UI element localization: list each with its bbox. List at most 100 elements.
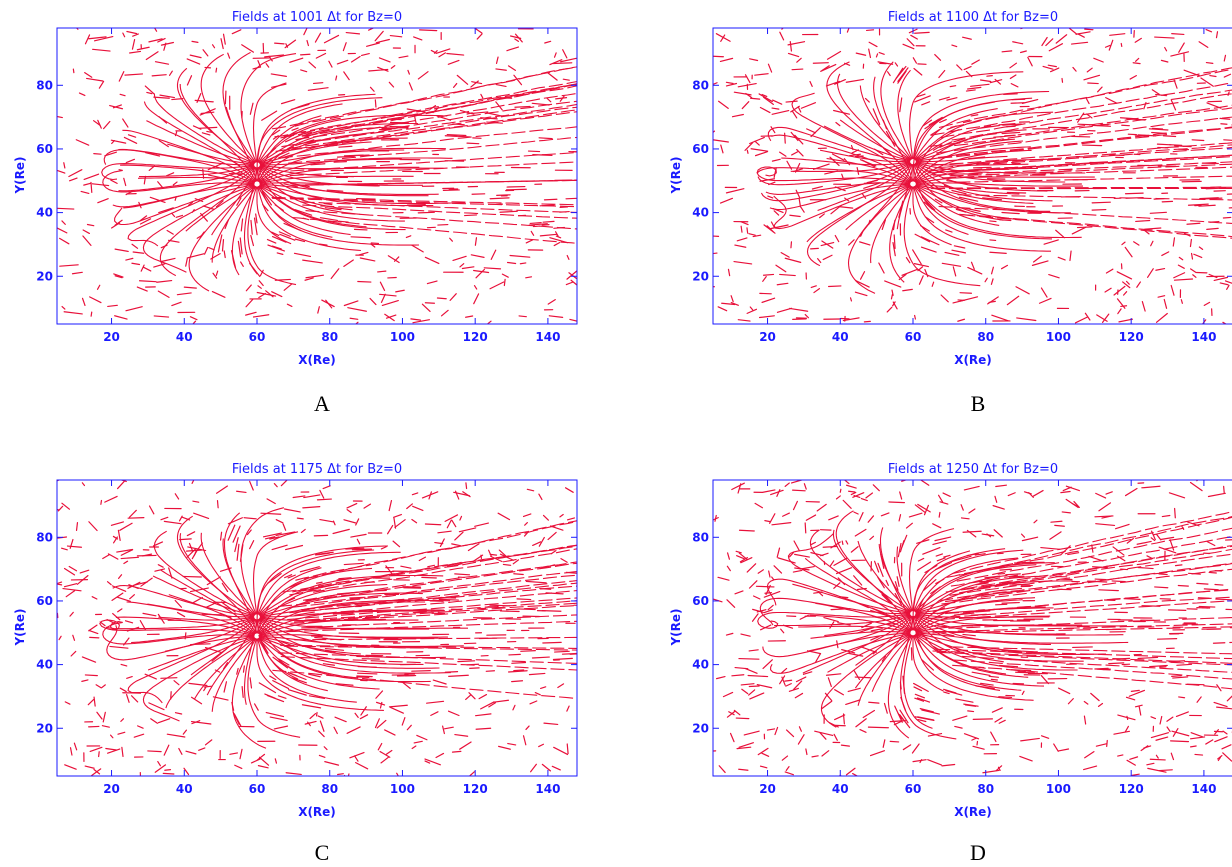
field-segment [999, 568, 1013, 571]
field-segment [80, 190, 90, 195]
field-segment [969, 83, 990, 87]
field-segment [989, 79, 1003, 84]
field-segment [861, 159, 876, 168]
field-segment [310, 163, 326, 166]
field-segment [988, 300, 996, 304]
field-segment [538, 493, 543, 501]
field-segment [1178, 256, 1184, 261]
field-segment [111, 585, 127, 592]
field-segment [1189, 481, 1203, 492]
field-segment [1122, 291, 1128, 296]
field-streamline [259, 149, 405, 165]
field-segment [913, 263, 929, 268]
field-segment [868, 48, 872, 59]
field-segment [568, 272, 577, 279]
field-segment [889, 720, 906, 723]
field-segment [326, 189, 344, 192]
field-segment [1135, 57, 1140, 62]
field-segment [757, 747, 769, 756]
field-segment [749, 58, 759, 62]
field-segment [1221, 744, 1232, 750]
field-segment [456, 74, 469, 85]
field-segment [544, 40, 552, 44]
field-segment [951, 189, 967, 195]
field-streamline [142, 184, 255, 273]
field-streamline [118, 165, 255, 192]
field-streamline [188, 185, 256, 292]
field-segment [989, 251, 1007, 255]
field-streamline [791, 92, 912, 183]
field-segment [834, 714, 846, 721]
field-segment [131, 39, 136, 50]
field-segment [1091, 201, 1111, 204]
field-segment [82, 235, 92, 246]
x-tick-label: 40 [176, 782, 193, 796]
field-segment [802, 671, 813, 675]
field-segment [740, 557, 753, 564]
field-segment [771, 158, 781, 162]
field-segment [480, 93, 484, 99]
field-streamline [291, 216, 577, 244]
field-segment [84, 674, 98, 677]
field-segment [914, 504, 926, 514]
field-segment [1130, 689, 1140, 692]
field-segment [894, 581, 899, 591]
field-segment [923, 578, 937, 591]
field-segment [888, 501, 906, 504]
field-segment [232, 525, 241, 543]
field-segment [75, 139, 90, 146]
field-segment [943, 691, 950, 695]
field-segment [789, 214, 801, 218]
field-segment [1217, 755, 1223, 760]
field-segment [300, 69, 308, 73]
field-streamline [252, 531, 299, 615]
field-segment [280, 99, 296, 105]
field-segment [254, 703, 259, 711]
field-segment [282, 523, 287, 531]
field-segment [715, 675, 726, 680]
field-segment [345, 31, 361, 35]
field-segment [815, 653, 821, 663]
field-streamline [909, 71, 1024, 160]
field-segment [924, 118, 940, 130]
field-segment [921, 101, 931, 106]
field-segment [856, 587, 867, 591]
field-segment [84, 34, 91, 45]
field-segment [314, 636, 328, 640]
field-segment [543, 198, 558, 201]
field-segment [1171, 730, 1190, 737]
field-segment [1163, 298, 1168, 309]
field-segment [914, 233, 931, 243]
field-lines [57, 28, 577, 324]
x-tick-label: 40 [176, 330, 193, 344]
field-segment [505, 188, 527, 191]
field-segment [261, 191, 273, 206]
field-streamline [165, 637, 255, 709]
field-segment [506, 261, 517, 265]
field-segment [1150, 716, 1157, 720]
field-streamline [231, 186, 257, 276]
field-segment [1137, 656, 1159, 660]
field-segment [357, 280, 372, 283]
field-streamline [297, 179, 577, 186]
field-streamline [915, 138, 1015, 162]
panel-title: Fields at 1250 Δt for Bz=0 [888, 462, 1058, 477]
field-streamline [256, 117, 341, 182]
field-segment [1086, 113, 1093, 119]
field-segment [790, 105, 800, 113]
field-segment [501, 273, 509, 278]
field-segment [846, 28, 850, 33]
field-segment [231, 29, 242, 35]
field-segment [1124, 725, 1129, 733]
field-segment [794, 692, 804, 699]
y-axis-label: Y(Re) [13, 608, 27, 646]
field-streamline [760, 162, 912, 202]
field-segment [1015, 671, 1035, 674]
field-segment [1118, 318, 1134, 323]
field-segment [65, 590, 76, 598]
field-segment [911, 743, 920, 754]
field-segment [273, 482, 278, 488]
field-segment [117, 731, 126, 735]
field-segment [834, 234, 840, 243]
field-segment [746, 563, 757, 573]
